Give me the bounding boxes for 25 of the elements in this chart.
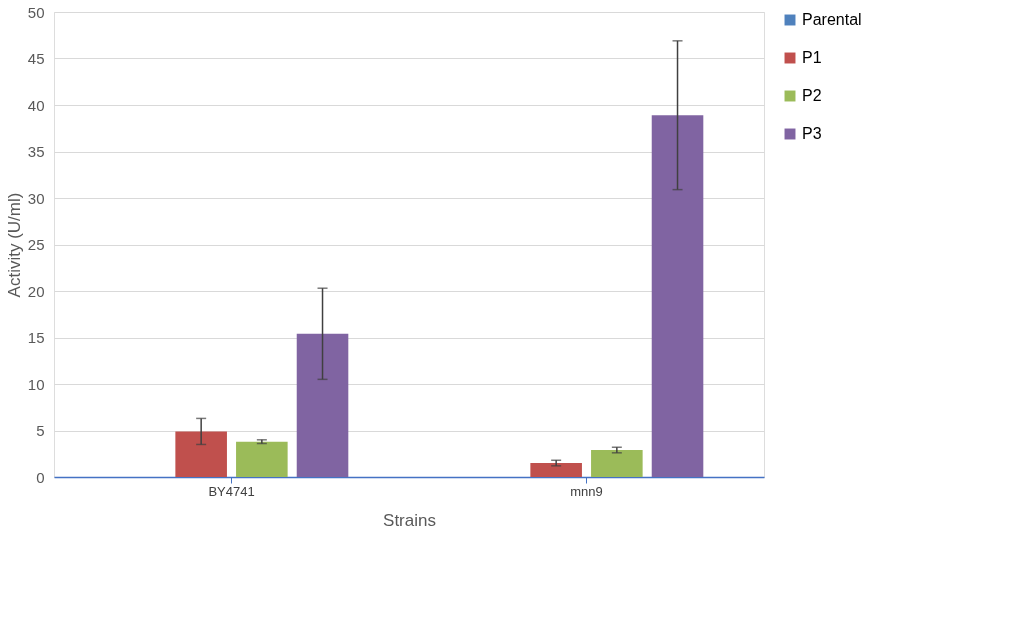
bar <box>651 115 704 477</box>
legend-label: P3 <box>802 125 822 142</box>
x-axis-title: Strains <box>383 510 436 530</box>
y-tick-label: 10 <box>27 375 45 393</box>
y-tick-label: 35 <box>27 143 45 160</box>
y-tick-label: 25 <box>27 236 45 253</box>
legend-label: P1 <box>802 49 822 66</box>
x-tick-label: BY4741 <box>208 483 255 499</box>
y-tick-label: 50 <box>27 3 45 21</box>
y-tick-label: 15 <box>27 329 45 346</box>
bar <box>175 431 227 477</box>
y-tick-label: 45 <box>27 50 45 67</box>
bar <box>591 450 643 477</box>
bar <box>530 463 582 477</box>
legend-label: P2 <box>802 87 822 104</box>
y-tick-label: 5 <box>36 422 45 439</box>
y-tick-label: 30 <box>27 189 45 207</box>
bar <box>296 333 349 477</box>
legend-label: Parental <box>802 11 862 28</box>
y-tick-label: 0 <box>36 468 45 486</box>
bar <box>236 441 288 477</box>
y-tick-label: 40 <box>27 96 45 114</box>
x-tick-label: mnn9 <box>570 483 603 499</box>
y-axis-title: Activity (U/ml) <box>4 192 24 298</box>
y-tick-label: 20 <box>27 282 45 300</box>
